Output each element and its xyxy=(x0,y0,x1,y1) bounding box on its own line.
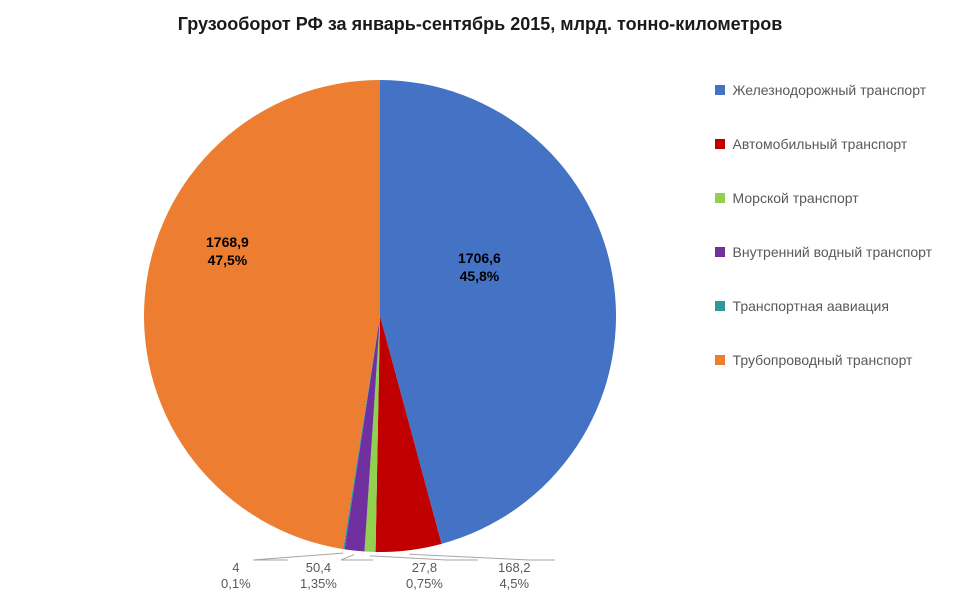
slice-value: 27,8 xyxy=(412,560,437,575)
legend-item: Морской транспорт xyxy=(715,190,932,206)
legend-item: Транспортная аавиация xyxy=(715,298,932,314)
slice-value: 1768,9 xyxy=(206,234,249,250)
slice-value: 1706,6 xyxy=(458,250,501,266)
legend-label: Внутренний водный транспорт xyxy=(733,244,932,260)
legend-item: Трубопроводный транспорт xyxy=(715,352,932,368)
slice-value-label: 1706,6 45,8% xyxy=(458,250,501,285)
legend: Железнодорожный транспорт Автомобильный т… xyxy=(715,82,932,406)
leader-line xyxy=(341,555,373,560)
legend-label: Трубопроводный транспорт xyxy=(733,352,913,368)
legend-swatch xyxy=(715,247,725,257)
slice-percent: 47,5% xyxy=(208,252,248,268)
callout-label: 50,41,35% xyxy=(300,560,337,591)
callout-label: 40,1% xyxy=(221,560,251,591)
slice-percent: 45,8% xyxy=(460,268,500,284)
legend-swatch xyxy=(715,193,725,203)
leader-line xyxy=(253,553,343,560)
legend-swatch xyxy=(715,139,725,149)
callout-label: 168,24,5% xyxy=(498,560,531,591)
legend-label: Автомобильный транспорт xyxy=(733,136,908,152)
slice-percent: 0,75% xyxy=(406,576,443,591)
slice-percent: 1,35% xyxy=(300,576,337,591)
legend-swatch xyxy=(715,85,725,95)
legend-swatch xyxy=(715,355,725,365)
slice-percent: 4,5% xyxy=(499,576,529,591)
slice-value: 168,2 xyxy=(498,560,531,575)
slice-value-label: 1768,9 47,5% xyxy=(206,234,249,269)
slice-value: 50,4 xyxy=(306,560,331,575)
slice-percent: 0,1% xyxy=(221,576,251,591)
pie-slice xyxy=(144,80,380,549)
legend-item: Автомобильный транспорт xyxy=(715,136,932,152)
legend-swatch xyxy=(715,301,725,311)
legend-label: Транспортная аавиация xyxy=(733,298,889,314)
legend-label: Морской транспорт xyxy=(733,190,859,206)
legend-label: Железнодорожный транспорт xyxy=(733,82,927,98)
slice-value: 4 xyxy=(232,560,239,575)
legend-item: Внутренний водный транспорт xyxy=(715,244,932,260)
callout-label: 27,80,75% xyxy=(406,560,443,591)
legend-item: Железнодорожный транспорт xyxy=(715,82,932,98)
